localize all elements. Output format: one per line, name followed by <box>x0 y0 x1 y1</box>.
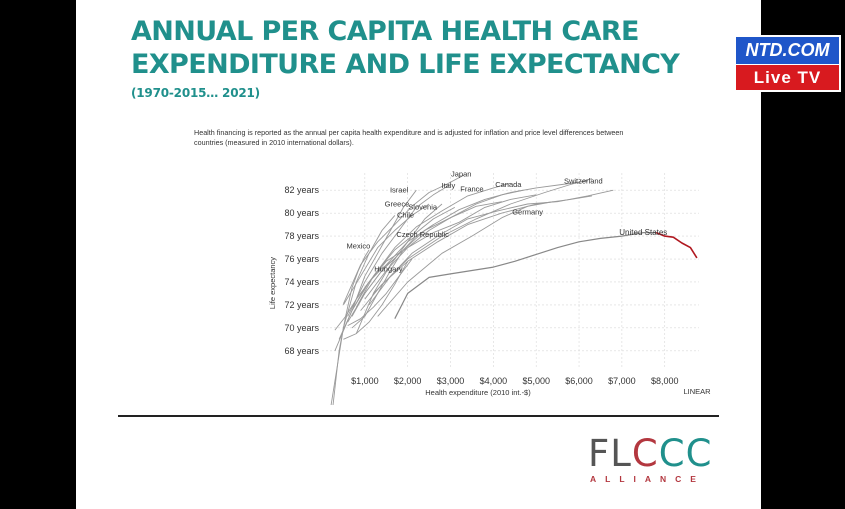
series-label-greece: Greece <box>385 199 410 208</box>
x-tick-label: $6,000 <box>565 376 593 386</box>
x-tick-label: $5,000 <box>522 376 550 386</box>
series-label-canada: Canada <box>495 180 522 189</box>
title-line-2: EXPENDITURE AND LIFE EXPECTANCY <box>131 49 680 80</box>
series-label-germany: Germany <box>512 207 543 216</box>
x-axis-ticks: $1,000 $2,000 $3,000 $4,000 $5,000 $6,000 $7,0… <box>351 376 678 386</box>
chart-note: Health financing is reported as the annu… <box>194 128 624 147</box>
series-label-italy: Italy <box>441 181 455 190</box>
chart: Japan Israel Italy France Canada Switzerland G… <box>268 169 711 405</box>
y-tick-label: 70 years <box>284 323 319 333</box>
flccc-logo: FLCCC ALLIANCE <box>588 434 720 486</box>
series-line <box>334 258 396 331</box>
x-tick-label: $7,000 <box>608 376 636 386</box>
series-line-mexico <box>332 249 370 405</box>
x-tick-label: $8,000 <box>651 376 679 386</box>
series-label-japan: Japan <box>451 169 471 178</box>
y-tick-label: 82 years <box>284 185 319 195</box>
series-label-mexico: Mexico <box>347 242 371 251</box>
logo-part-2: C <box>631 432 659 475</box>
x-tick-label: $3,000 <box>437 376 465 386</box>
series-label-czech-republic: Czech Republic <box>396 230 449 239</box>
title-line-1: ANNUAL PER CAPITA HEALTH CARE <box>131 16 640 47</box>
series-line-israel <box>351 189 417 311</box>
series-label-israel: Israel <box>390 186 409 195</box>
series-line-italy <box>347 184 451 317</box>
series-line-japan <box>342 174 464 304</box>
scale-label: LINEAR <box>683 387 711 396</box>
logo-part-3: CC <box>658 432 713 475</box>
x-tick-label: $2,000 <box>394 376 422 386</box>
chart-gridlines <box>322 173 699 368</box>
series-line-switzerland <box>373 178 593 294</box>
y-axis-ticks: 68 years 70 years 72 years 74 years 76 years… <box>284 185 319 356</box>
divider-rule <box>118 415 719 417</box>
series-label-france: France <box>460 184 483 193</box>
series-label-switzerland: Switzerland <box>564 176 603 185</box>
series-line <box>351 201 502 317</box>
series-line-hungary <box>343 261 409 340</box>
chart-series <box>330 174 698 405</box>
series-label-slovenia: Slovenia <box>408 203 438 212</box>
y-tick-label: 76 years <box>284 254 319 264</box>
y-tick-label: 68 years <box>284 346 319 356</box>
x-tick-label: $1,000 <box>351 376 379 386</box>
ntd-live-badge: NTD.COM Live TV <box>734 35 841 92</box>
series-label-hungary: Hungary <box>374 265 403 274</box>
y-tick-label: 78 years <box>284 231 319 241</box>
series-line <box>334 194 537 351</box>
x-tick-label: $4,000 <box>480 376 508 386</box>
ntd-badge-top: NTD.COM <box>736 37 839 64</box>
slide: ANNUAL PER CAPITA HEALTH CARE EXPENDITUR… <box>76 0 761 509</box>
y-tick-label: 80 years <box>284 208 319 218</box>
series-line <box>347 258 413 326</box>
chart-series-labels: Japan Israel Italy France Canada Switzerland G… <box>347 169 668 273</box>
series-line <box>360 195 592 311</box>
united-states-decline-line <box>655 231 698 259</box>
series-line-greece <box>343 203 430 306</box>
ntd-badge-bottom: Live TV <box>736 65 839 90</box>
y-axis-label: Life expectancy <box>268 257 277 309</box>
logo-wordmark: FLCCC <box>588 434 712 474</box>
logo-part-1: FL <box>588 432 632 475</box>
x-axis-label: Health expenditure (2010 int.-$) <box>425 388 531 397</box>
series-line-united-states <box>394 231 657 319</box>
series-line <box>338 207 456 340</box>
logo-subtitle: ALLIANCE <box>590 474 705 484</box>
series-label-chile: Chile <box>397 211 414 220</box>
slide-subtitle: (1970-2015… 2021) <box>131 86 260 100</box>
slide-title: ANNUAL PER CAPITA HEALTH CARE EXPENDITUR… <box>131 15 680 81</box>
y-tick-label: 74 years <box>284 277 319 287</box>
y-tick-label: 72 years <box>284 300 319 310</box>
series-label-united-states: United States <box>619 228 667 237</box>
